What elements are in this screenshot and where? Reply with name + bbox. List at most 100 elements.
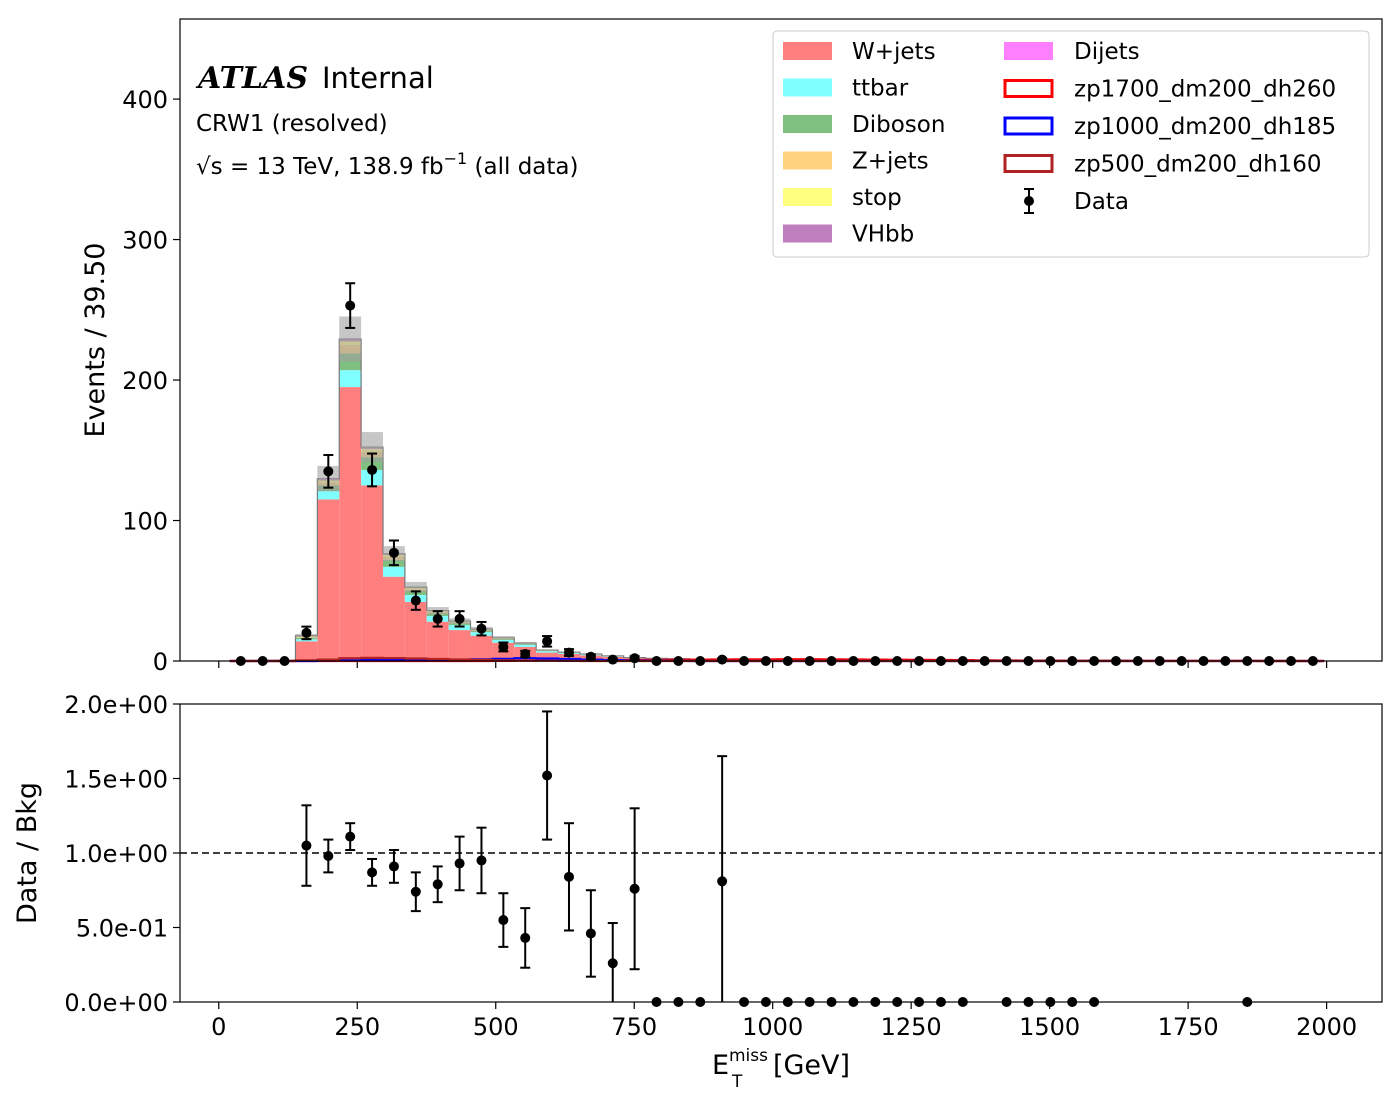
- legend-label-sig500: zp500_dm200_dh160: [1074, 152, 1322, 178]
- legend-swatch-sig1700: [1003, 79, 1054, 98]
- legend-label-stop: stop: [852, 185, 902, 211]
- data-point-3: [301, 627, 312, 638]
- main-panel: 0 100 200 300 400 Events / 39.50 ATLAS Inter…: [80, 18, 1383, 676]
- main-x-ticks: [218, 661, 1328, 668]
- legend-label-sig1000: zp1000_dm200_dh185: [1074, 114, 1336, 140]
- tail-text: (all data): [467, 154, 578, 180]
- ratio-x-ticks: 0 250 500 750 1000 1250 1500 1750 2000: [211, 1002, 1357, 1041]
- data-point-17: [607, 654, 618, 665]
- bar-wjets-5: [339, 387, 362, 661]
- legend-data-marker: [1024, 196, 1034, 206]
- bar-wjets-4: [317, 499, 340, 661]
- bar-ttbar-7: [383, 566, 405, 577]
- ratio-point-1: [323, 850, 334, 861]
- data-point-4: [323, 466, 334, 477]
- main-ytick-label: 100: [122, 508, 168, 536]
- uncertainty-bin-13: [514, 641, 537, 645]
- data-point-7: [388, 547, 399, 558]
- ratio-y-axis-title: Data / Bkg: [12, 782, 43, 924]
- ratio-xtick-label: 1000: [742, 1013, 803, 1041]
- data-point-6: [367, 464, 378, 475]
- data-point-14: [542, 636, 553, 647]
- ratio-point-8: [476, 855, 487, 866]
- ratio-xtick-label: 1750: [1158, 1013, 1219, 1041]
- main-ytick-label: 400: [122, 86, 168, 114]
- bar-wjets-7: [383, 576, 405, 661]
- ratio-point-5: [410, 886, 421, 897]
- legend-swatch-dijets: [1004, 42, 1053, 60]
- main-ytick-label: 200: [122, 367, 168, 395]
- legend-swatch-sig500: [1003, 154, 1054, 173]
- legend-swatch-sig1000: [1003, 116, 1054, 136]
- bar-ttbar-14: [536, 651, 559, 653]
- data-point-15: [563, 647, 574, 658]
- legend-swatch-wjets: [783, 42, 832, 60]
- sqrt-s: √s: [196, 154, 223, 180]
- bar-wjets-3: [295, 641, 318, 661]
- data-point-5: [345, 300, 356, 311]
- legend-swatch-vhbb: [783, 224, 832, 243]
- bar-wjets-6: [361, 485, 384, 661]
- main-ytick-label: 300: [122, 227, 168, 255]
- ratio-ytick-label: 0.0e+00: [64, 989, 168, 1017]
- bar-ttbar-3: [295, 639, 318, 642]
- ratio-xtick-label: 250: [334, 1013, 380, 1041]
- ratio-ytick-label: 1.5e+00: [64, 766, 168, 794]
- legend-swatch-diboson: [783, 115, 832, 133]
- legend-swatch-zjets: [783, 151, 832, 170]
- bar-ttbar-5: [339, 370, 362, 388]
- bar-wjets-9: [426, 621, 449, 661]
- ratio-point-6: [432, 879, 443, 890]
- ratio-point-13: [585, 928, 596, 939]
- uncertainty-bin-6: [361, 432, 384, 463]
- bar-ttbar-10: [448, 625, 471, 631]
- ratio-point-14: [607, 958, 618, 969]
- data-point-10: [454, 613, 465, 624]
- uncertainty-bin-12: [492, 636, 515, 640]
- legend: W+jets ttbar Diboson Z+jets stop VHbb Dijets zp…: [772, 30, 1370, 258]
- ratio-point-12: [563, 871, 574, 882]
- lumi-exponent: −1: [444, 149, 468, 168]
- main-y-ticks: 0 100 200 300 400: [122, 86, 180, 676]
- bar-wjets-14: [536, 652, 559, 661]
- ratio-point-9: [498, 915, 509, 926]
- main-ytick-label: 0: [153, 648, 168, 676]
- bar-ttbar-13: [514, 644, 537, 647]
- atlas-label: ATLAS: [195, 61, 308, 96]
- energy-text: = 13 TeV, 138.9 fb: [223, 154, 444, 180]
- background-stack: [229, 338, 1325, 662]
- legend-label-vhbb: VHbb: [852, 222, 914, 248]
- ratio-panel: 0.0e+00 5.0e-01 1.0e+00 1.5e+00 2.0e+00 0 250…: [12, 691, 1383, 1092]
- legend-label-diboson: Diboson: [852, 112, 945, 138]
- data-point-13: [520, 648, 531, 659]
- data-point-9: [432, 613, 443, 624]
- ratio-xtick-label: 0: [211, 1013, 226, 1041]
- legend-label-ttbar: ttbar: [852, 76, 909, 102]
- bar-wjets-11: [470, 635, 493, 661]
- ratio-point-2: [345, 831, 356, 842]
- ratio-point-4: [388, 861, 399, 872]
- ratio-ytick-label: 5.0e-01: [76, 915, 168, 943]
- bar-wjets-10: [448, 630, 471, 661]
- ratio-point-0: [301, 840, 312, 851]
- uncertainty-bin-5: [339, 316, 362, 362]
- ratio-point-3: [367, 867, 378, 878]
- legend-label-sig1700: zp1700_dm200_dh260: [1074, 77, 1336, 103]
- x-axis-sub: T: [731, 1072, 743, 1092]
- ratio-xtick-label: 1250: [881, 1013, 942, 1041]
- ratio-points: [301, 710, 1253, 1007]
- bar-wjets-8: [404, 601, 427, 661]
- legend-label-data: Data: [1074, 189, 1129, 215]
- ratio-ytick-label: 2.0e+00: [64, 691, 168, 719]
- energy-lumi-label: √s = 13 TeV, 138.9 fb−1 (all data): [196, 149, 578, 180]
- ratio-y-ticks: 0.0e+00 5.0e-01 1.0e+00 1.5e+00 2.0e+00: [64, 691, 180, 1017]
- bar-diboson-12: [492, 638, 515, 640]
- legend-swatch-stop: [783, 188, 832, 206]
- legend-frame: [772, 30, 1370, 258]
- main-frame: [179, 18, 1383, 662]
- region-label: CRW1 (resolved): [196, 111, 388, 137]
- ratio-ytick-label: 1.0e+00: [64, 840, 168, 868]
- ratio-point-11: [542, 770, 553, 781]
- ratio-point-10: [520, 932, 531, 943]
